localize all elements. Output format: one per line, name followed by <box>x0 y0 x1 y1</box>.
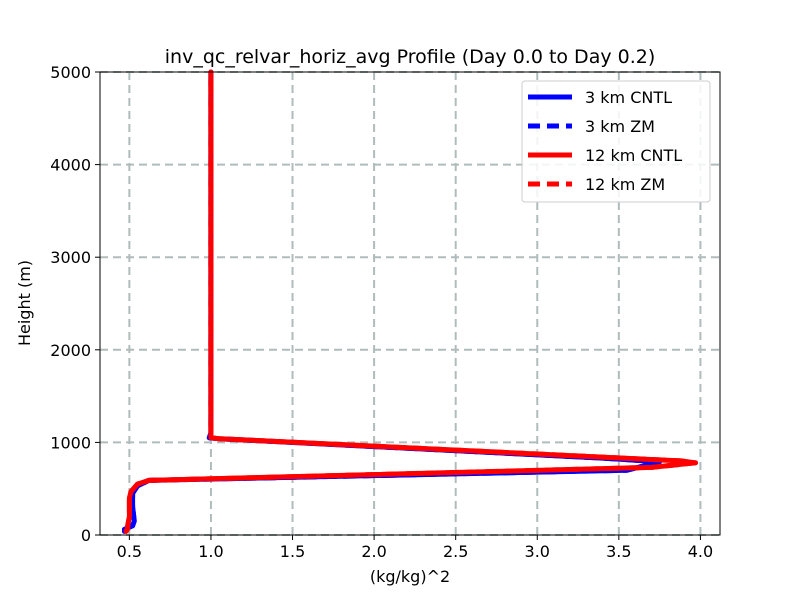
x-tick-label: 2.5 <box>443 542 468 561</box>
legend-label-3: 12 km CNTL <box>585 146 682 165</box>
x-tick-label: 4.0 <box>688 542 713 561</box>
data-series <box>122 69 698 534</box>
legend-label-2: 3 km ZM <box>585 117 655 136</box>
x-tick-label: 3.0 <box>525 542 550 561</box>
legend-label-4: 12 km ZM <box>585 175 665 194</box>
x-tick-label: 3.5 <box>606 542 631 561</box>
series-line-4 <box>123 69 698 534</box>
legend-label-1: 3 km CNTL <box>585 88 672 107</box>
chart-title: inv_qc_relvar_horiz_avg Profile (Day 0.0… <box>165 46 656 68</box>
y-tick-label: 2000 <box>50 341 91 360</box>
y-tick-label: 0 <box>81 526 91 545</box>
y-tick-label: 1000 <box>50 433 91 452</box>
y-tick-label: 3000 <box>50 248 91 267</box>
x-tick-label: 2.0 <box>361 542 386 561</box>
x-axis-ticks: 0.5 1.0 1.5 2.0 2.5 3.0 3.5 4.0 <box>117 535 713 561</box>
y-tick-label: 5000 <box>50 63 91 82</box>
legend: 3 km CNTL 3 km ZM 12 km CNTL 12 km ZM <box>521 80 711 203</box>
plot-frame <box>99 71 721 536</box>
x-tick-label: 0.5 <box>117 542 142 561</box>
y-axis-ticks: 0 1000 2000 3000 4000 5000 <box>50 63 100 545</box>
legend-frame <box>521 80 711 203</box>
y-axis-label: Height (m) <box>15 260 34 346</box>
x-tick-label: 1.0 <box>198 542 223 561</box>
x-tick-label: 1.5 <box>280 542 305 561</box>
y-tick-label: 4000 <box>50 156 91 175</box>
x-axis-label: (kg/kg)^2 <box>370 567 450 586</box>
